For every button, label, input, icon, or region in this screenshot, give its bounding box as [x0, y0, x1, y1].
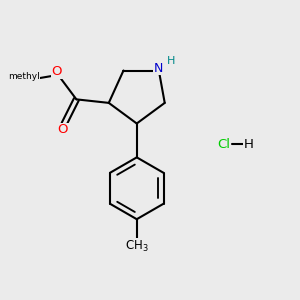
Text: H: H	[167, 56, 176, 66]
Text: N: N	[154, 61, 164, 75]
Text: methyl: methyl	[8, 73, 40, 82]
Text: O: O	[52, 65, 62, 78]
Text: Cl: Cl	[217, 138, 230, 151]
Text: H: H	[244, 138, 254, 151]
Text: O: O	[58, 124, 68, 136]
Text: CH$_3$: CH$_3$	[125, 239, 148, 254]
